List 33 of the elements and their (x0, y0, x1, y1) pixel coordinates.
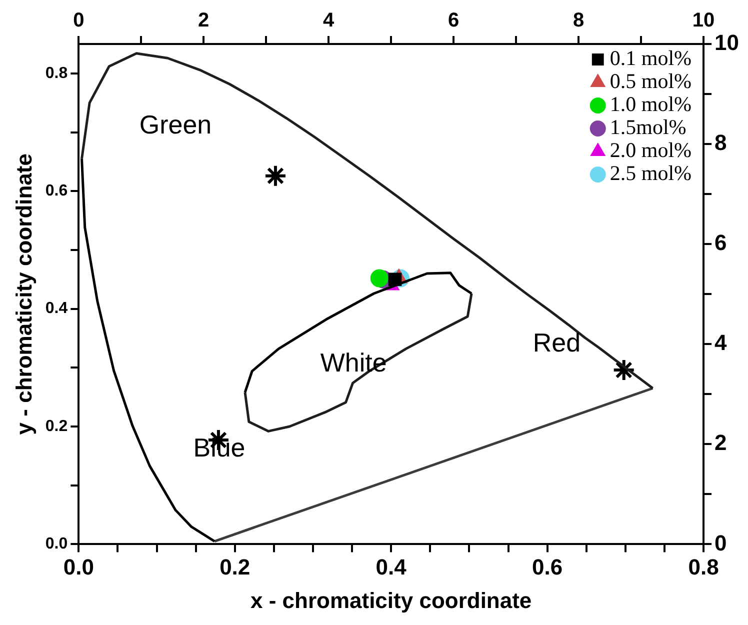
y2-tick-label: 8 (714, 130, 727, 156)
x-tick-label: 0.0 (63, 554, 94, 580)
legend-label: 1.5mol% (610, 115, 686, 140)
x2-tick-label: 8 (572, 10, 584, 32)
y2-tick-label: 2 (714, 430, 727, 456)
y-tick-label: 0.6 (45, 182, 68, 200)
x2-tick-label: 4 (323, 10, 336, 32)
y-tick-label: 0.2 (45, 418, 68, 435)
legend-label: 2.0 mol% (610, 138, 692, 162)
y2-tick-label: 4 (714, 330, 728, 356)
x2-tick-label: 0 (73, 10, 84, 32)
legend-label: 1.0 mol% (610, 92, 692, 116)
annotation: Red (532, 327, 581, 358)
x-axis-title: x - chromaticity coordinate (250, 588, 532, 613)
y-tick-label: 0.4 (45, 300, 68, 318)
x-tick-label: 0.8 (688, 554, 719, 580)
y2-tick-label: 0 (714, 530, 727, 556)
x-tick-label: 0.6 (532, 554, 563, 580)
x-tick-label: 0.4 (376, 554, 408, 580)
legend-label: 0.5 mol% (610, 69, 692, 94)
x2-tick-label: 10 (692, 10, 715, 32)
x2-tick-label: 6 (448, 10, 460, 32)
x2-tick-label: 2 (198, 10, 210, 32)
y2-tick-label: 10 (714, 30, 740, 56)
x-tick-label: 0.2 (220, 554, 250, 580)
legend-label: 2.5 mol% (610, 161, 692, 186)
y-axis-title: y - chromaticity coordinate (11, 154, 36, 435)
annotation: Green (139, 110, 212, 140)
annotation: White (320, 347, 387, 378)
legend-label: 0.1 mol% (610, 46, 692, 70)
y-tick-label: 0.8 (45, 64, 68, 82)
y2-tick-label: 6 (714, 230, 727, 256)
y-tick-label: 0.0 (45, 536, 68, 553)
